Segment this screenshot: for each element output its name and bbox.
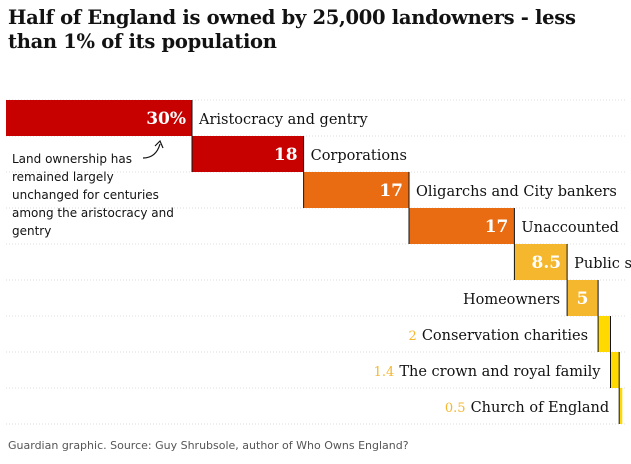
bars (6, 100, 623, 424)
bar-value-label: 5 (577, 289, 589, 309)
chart-title: Half of England is owned by 25,000 lando… (8, 6, 576, 53)
category-label: Church of England (471, 400, 610, 416)
bar-value-label: 17 (485, 217, 509, 237)
category-label: The crown and royal family (399, 364, 601, 380)
bar-value-label: 2 (409, 329, 417, 344)
bar-value-label: 0.5 (445, 401, 466, 416)
bar (619, 388, 623, 424)
bar (610, 352, 620, 388)
bar (192, 136, 304, 172)
category-label: Conservation charities (422, 328, 588, 344)
category-label: Aristocracy and gentry (198, 112, 368, 128)
bar (303, 172, 409, 208)
bar (409, 208, 515, 244)
category-label: Public sector (574, 256, 631, 272)
bar (6, 100, 192, 136)
annotation-arrowhead (154, 139, 164, 149)
annotation-arrow (142, 143, 161, 159)
source-credit: Guardian graphic. Source: Guy Shrubsole,… (8, 439, 409, 452)
bar (567, 280, 599, 316)
category-label: Corporations (311, 148, 407, 164)
bar-value-label: 17 (379, 181, 403, 201)
labels: 30% Aristocracy and gentry 18 Corporations 1… (146, 109, 631, 416)
bar-value-label: 1.4 (374, 365, 395, 380)
bar-value-label: 18 (274, 145, 298, 165)
annotation-note: Land ownership has remained largely unch… (12, 152, 174, 238)
category-label: Homeowners (463, 292, 560, 308)
bar-value-label: 8.5 (532, 253, 562, 273)
category-label: Oligarchs and City bankers (416, 184, 617, 200)
connectors (191, 100, 620, 424)
bar-value-label: 30% (146, 109, 186, 129)
bar (598, 316, 611, 352)
category-label: Unaccounted (521, 220, 619, 236)
bar (514, 244, 568, 280)
